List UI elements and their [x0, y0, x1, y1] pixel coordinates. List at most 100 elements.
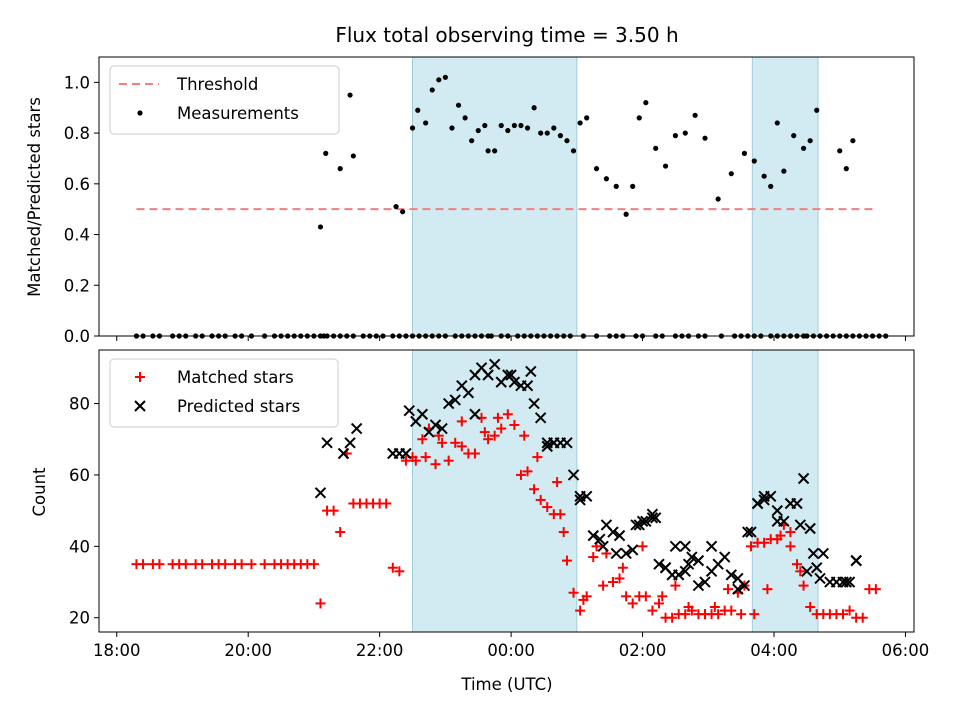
data-point — [502, 409, 513, 420]
data-point — [597, 540, 609, 553]
y-tick-label: 0.4 — [64, 226, 90, 245]
data-point — [620, 547, 632, 560]
data-point — [518, 122, 524, 129]
data-point — [728, 171, 734, 177]
data-point — [594, 533, 606, 545]
data-point — [584, 115, 590, 121]
data-point — [400, 455, 411, 466]
data-point — [761, 173, 767, 179]
data-point — [496, 423, 507, 434]
data-point — [626, 544, 639, 556]
data-point — [759, 537, 770, 548]
data-point — [705, 540, 718, 553]
data-point — [725, 569, 737, 581]
observing-window-2 — [751, 349, 819, 633]
data-point — [837, 148, 843, 154]
data-point — [647, 605, 658, 616]
data-point — [524, 125, 531, 131]
plot-frame — [98, 56, 915, 337]
data-point — [843, 166, 849, 172]
data-point — [741, 150, 748, 156]
y-tick-label: 0.8 — [64, 124, 90, 143]
observing-window-2 — [751, 56, 819, 337]
x-tick-label: 18:00 — [93, 641, 141, 660]
data-point — [850, 554, 862, 567]
plot-frame — [98, 349, 915, 633]
legend: Matched stars Predicted stars — [109, 358, 339, 428]
data-point — [785, 541, 796, 552]
observing-window-1 — [412, 349, 578, 633]
data-point — [180, 559, 191, 570]
data-point — [314, 487, 327, 499]
data-point — [850, 138, 856, 144]
data-point — [557, 133, 563, 139]
y-tick-label: 40 — [69, 537, 90, 556]
data-point — [525, 365, 537, 378]
data-point — [575, 605, 586, 616]
data-point — [442, 397, 455, 410]
y-tick-label: 20 — [69, 609, 90, 628]
data-point — [488, 358, 501, 370]
data-point — [400, 209, 406, 215]
data-point — [791, 497, 803, 510]
legend-swatch — [134, 400, 146, 412]
data-point — [800, 145, 807, 151]
data-point — [534, 412, 547, 424]
data-point — [662, 163, 669, 169]
y-tick-label: 0.2 — [64, 276, 90, 295]
data-point — [317, 224, 324, 230]
data-point — [746, 541, 756, 552]
data-point — [732, 583, 744, 595]
data-point — [429, 419, 442, 431]
x-tick-label: 00:00 — [487, 641, 535, 660]
y-tick-label: 0.6 — [64, 175, 90, 194]
data-point — [614, 573, 625, 584]
series-plus — [131, 409, 881, 623]
data-point — [350, 153, 356, 159]
x-tick-label: 02:00 — [619, 641, 667, 660]
data-point — [344, 437, 356, 449]
data-point — [699, 609, 710, 620]
y-tick-label: 0.0 — [64, 327, 90, 346]
data-point — [749, 609, 760, 620]
data-point — [574, 494, 586, 506]
data-point — [670, 580, 681, 591]
data-point — [672, 133, 679, 139]
data-point — [715, 196, 721, 202]
data-point — [587, 529, 599, 542]
data-point — [462, 387, 475, 399]
data-point — [415, 107, 421, 113]
data-point — [577, 120, 583, 126]
data-point — [482, 369, 494, 381]
data-point — [409, 125, 416, 131]
x-tick-label: 20:00 — [224, 641, 272, 660]
data-point — [403, 404, 415, 417]
data-point — [469, 408, 481, 420]
x-tick-label: 04:00 — [750, 641, 798, 660]
data-point — [485, 148, 491, 154]
data-point — [542, 502, 553, 513]
data-point — [758, 494, 770, 506]
data-point — [544, 130, 550, 136]
data-point — [508, 376, 521, 388]
data-point — [538, 130, 544, 136]
data-point — [387, 562, 398, 573]
data-point — [528, 397, 540, 410]
data-point — [328, 505, 339, 516]
data-point — [593, 166, 600, 172]
data-point — [646, 512, 659, 524]
data-point — [567, 469, 580, 481]
data-point — [653, 558, 665, 570]
x-axis-title: Time (UTC) — [460, 675, 552, 694]
bottom-y-axis-title: Count — [30, 467, 49, 517]
data-point — [857, 612, 868, 623]
data-point — [138, 559, 149, 570]
data-point — [607, 577, 618, 588]
data-point — [804, 522, 816, 535]
data-point — [679, 565, 691, 578]
data-point — [443, 455, 454, 466]
data-point — [456, 441, 467, 452]
data-point — [653, 145, 659, 151]
data-point — [758, 490, 770, 503]
data-point — [535, 494, 546, 505]
